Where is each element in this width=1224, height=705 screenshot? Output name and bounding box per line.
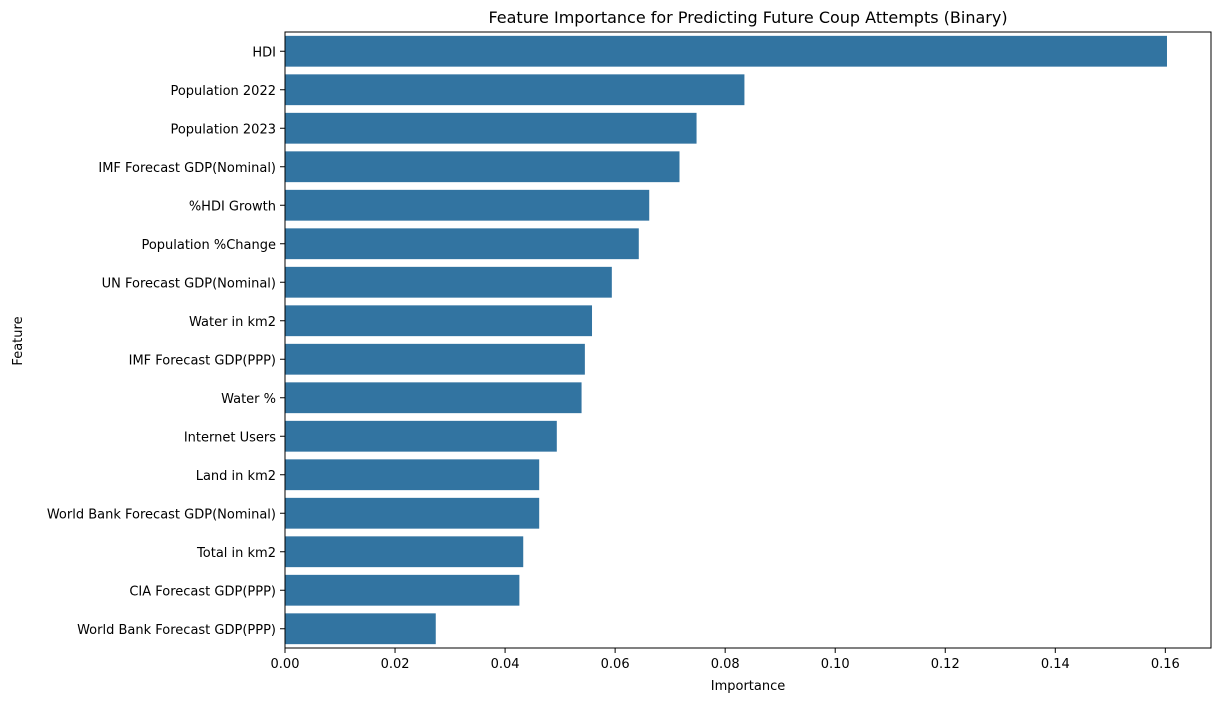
y-tick-label: Land in km2	[196, 469, 276, 484]
y-tick-label: Internet Users	[184, 430, 276, 445]
bar	[285, 343, 585, 375]
x-tick-label: 0.00	[271, 657, 300, 672]
bar	[285, 613, 436, 645]
x-tick-label: 0.10	[821, 657, 850, 672]
x-tick-label: 0.14	[1041, 657, 1070, 672]
bar	[285, 228, 639, 260]
x-tick-label: 0.12	[931, 657, 960, 672]
x-tick-label: 0.06	[601, 657, 630, 672]
y-tick-label: Water in km2	[189, 315, 276, 330]
bar	[285, 459, 540, 491]
x-tick-label: 0.02	[381, 657, 410, 672]
bars-layer	[285, 35, 1167, 645]
y-tick-label: Population %Change	[141, 238, 276, 253]
y-tick-label: World Bank Forecast GDP(Nominal)	[47, 507, 276, 522]
bar	[285, 420, 557, 452]
x-tick-label: 0.04	[491, 657, 520, 672]
y-tick-label: %HDI Growth	[189, 199, 276, 214]
axes-layer: HDI Population 2022 Population 2023 IMF For…	[47, 31, 1212, 672]
y-tick-label: CIA Forecast GDP(PPP)	[129, 584, 276, 599]
bar	[285, 151, 680, 183]
bar	[285, 305, 593, 337]
plot-frame	[284, 31, 1212, 649]
y-tick-label: Population 2022	[170, 84, 276, 99]
bar	[285, 536, 524, 568]
y-tick-label: IMF Forecast GDP(Nominal)	[98, 161, 276, 176]
bar	[285, 266, 612, 298]
y-tick-label: UN Forecast GDP(Nominal)	[102, 276, 276, 291]
bar	[285, 189, 650, 221]
bar	[285, 74, 745, 106]
x-axis-label: Importance	[711, 679, 786, 694]
y-tick-label: Water %	[221, 392, 276, 407]
bar	[285, 112, 697, 144]
y-tick-label: IMF Forecast GDP(PPP)	[129, 353, 276, 368]
bar	[285, 35, 1167, 67]
bar	[285, 497, 540, 529]
x-tick-label: 0.16	[1151, 657, 1180, 672]
y-tick-label: Population 2023	[170, 122, 276, 137]
x-tick-label: 0.08	[711, 657, 740, 672]
y-tick-label: World Bank Forecast GDP(PPP)	[77, 623, 276, 638]
bar	[285, 382, 582, 414]
y-tick-label: Total in km2	[196, 546, 276, 561]
bar	[285, 574, 520, 606]
chart-title: Feature Importance for Predicting Future…	[488, 8, 1007, 27]
y-axis-label: Feature	[11, 316, 26, 365]
y-tick-label: HDI	[252, 45, 276, 60]
